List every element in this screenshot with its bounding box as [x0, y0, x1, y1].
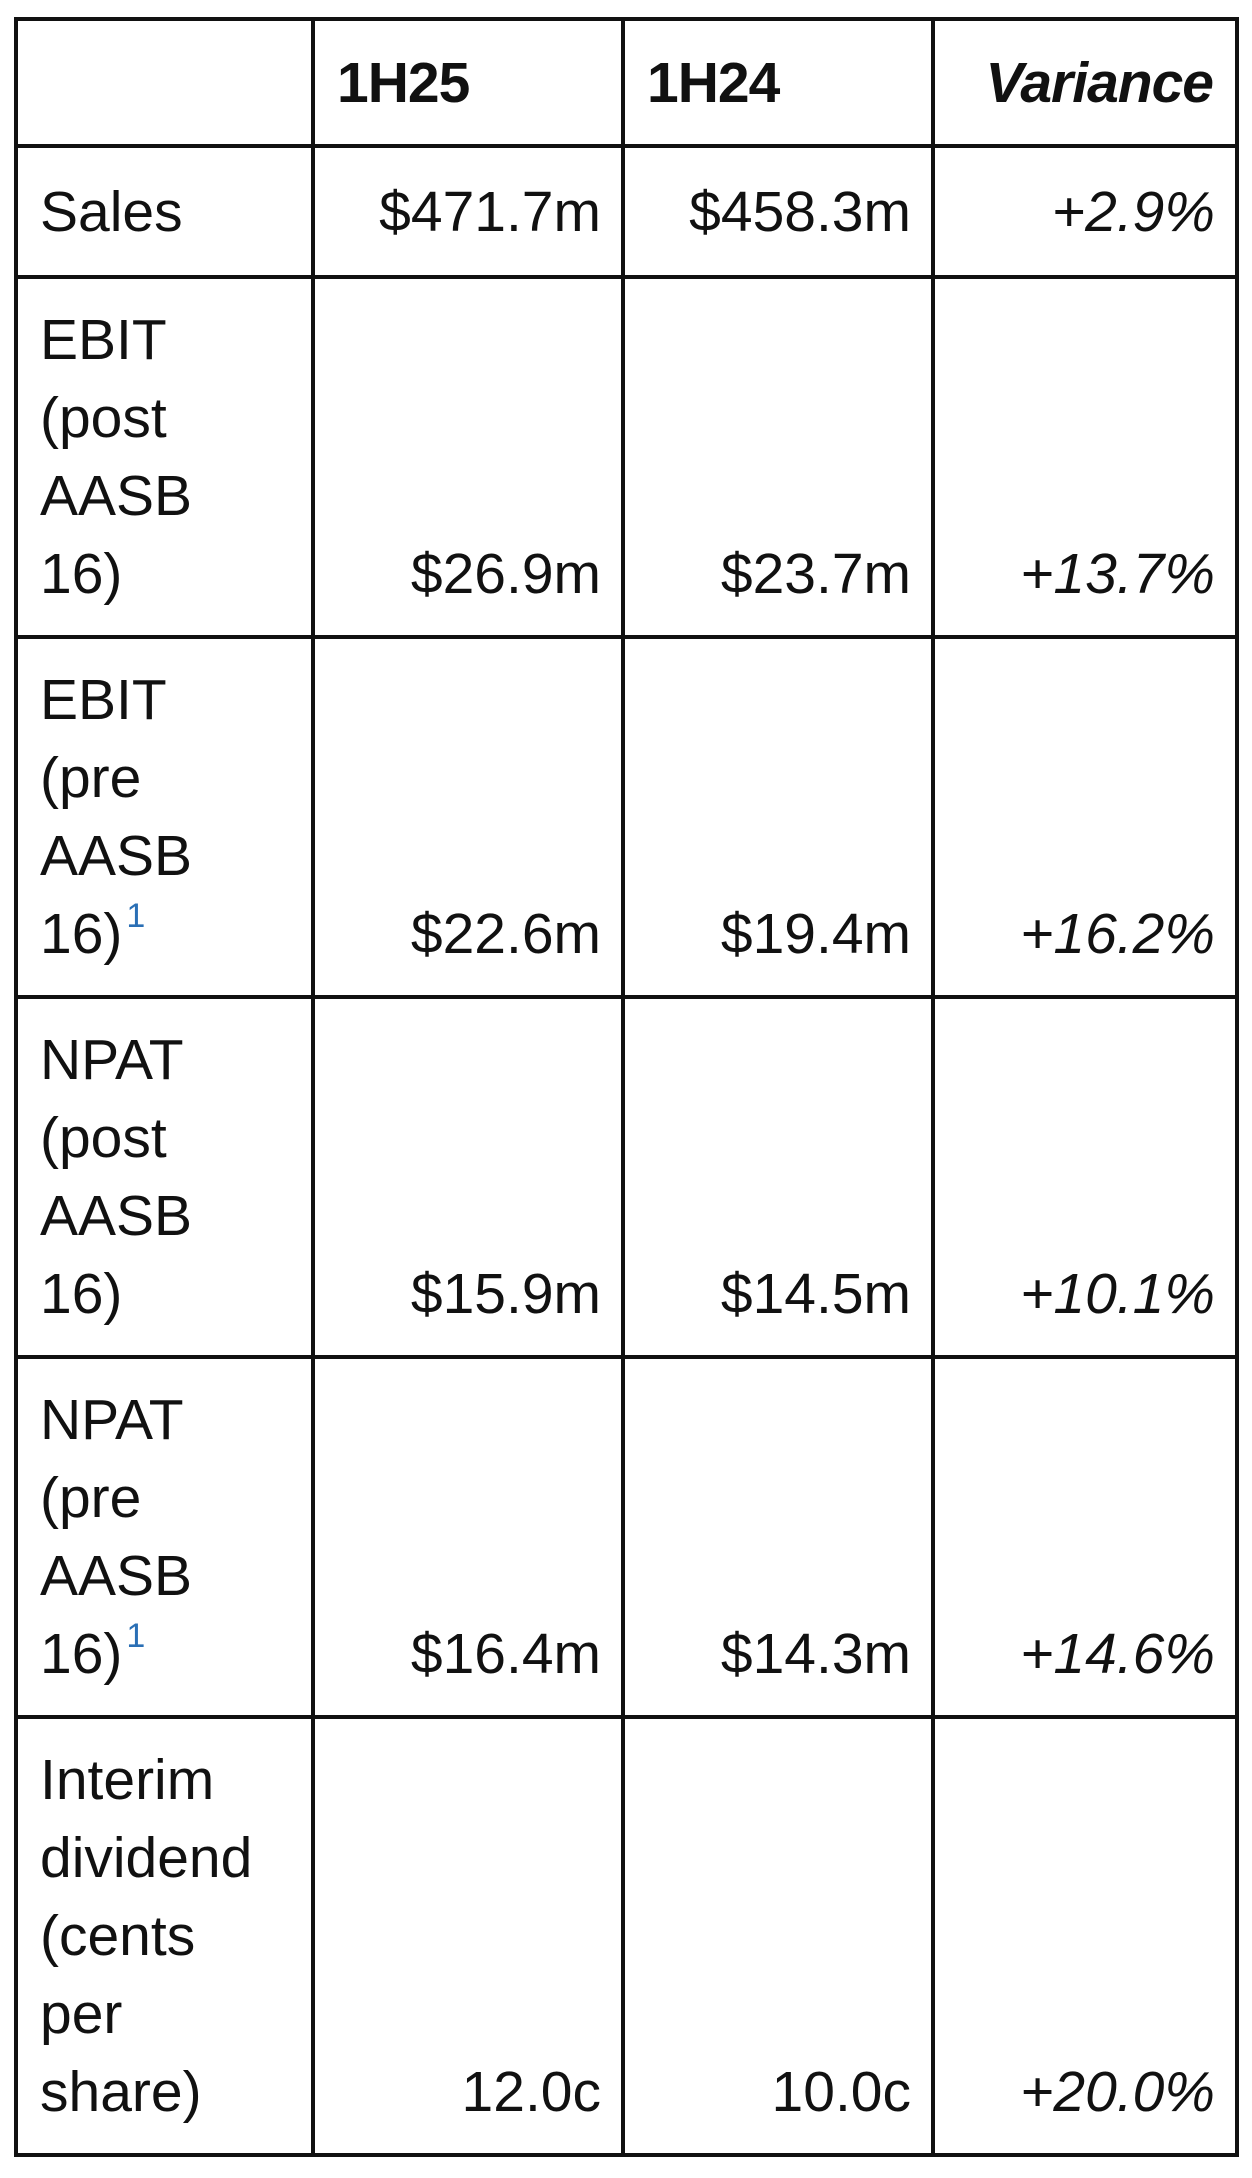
- table-row: EBIT (pre AASB 16) 1 $22.6m $19.4m +16.2%: [14, 635, 1239, 999]
- value-cell: $26.9m: [311, 275, 625, 639]
- header-row: 1H25 1H24 Variance: [14, 17, 1239, 148]
- column-header: 1H25: [311, 17, 625, 148]
- row-label: Sales: [40, 179, 183, 244]
- value-cell: +14.6%: [931, 1355, 1239, 1719]
- value-cell: $23.7m: [621, 275, 935, 639]
- value-cell: 12.0c: [311, 1715, 625, 2157]
- row-label-cell: EBIT (pre AASB 16) 1: [14, 635, 315, 999]
- row-label: Interim dividend (cents per share): [40, 1748, 253, 2124]
- value-cell: +13.7%: [931, 275, 1239, 639]
- row-label: NPAT (post AASB 16): [40, 1028, 193, 1326]
- value-cell: +2.9%: [931, 144, 1239, 279]
- table-row: Sales $471.7m $458.3m +2.9%: [14, 144, 1239, 279]
- value-cell: $22.6m: [311, 635, 625, 999]
- row-label-cell: EBIT (post AASB 16): [14, 275, 315, 639]
- value-cell: $19.4m: [621, 635, 935, 999]
- table-row: NPAT (pre AASB 16) 1 $16.4m $14.3m +14.6%: [14, 1355, 1239, 1719]
- column-header: Variance: [931, 17, 1239, 148]
- value-cell: $471.7m: [311, 144, 625, 279]
- row-label: EBIT (pre AASB 16) 1: [40, 668, 193, 966]
- value-cell: +20.0%: [931, 1715, 1239, 2157]
- empty-header: [14, 17, 315, 148]
- row-label-cell: NPAT (post AASB 16): [14, 995, 315, 1359]
- value-cell: $458.3m: [621, 144, 935, 279]
- value-cell: 10.0c: [621, 1715, 935, 2157]
- row-label: EBIT (post AASB 16): [40, 308, 193, 606]
- table-row: Interim dividend (cents per share) 12.0c 1…: [14, 1715, 1239, 2157]
- row-label-cell: Sales: [14, 144, 315, 279]
- value-cell: $14.5m: [621, 995, 935, 1359]
- results-table: 1H25 1H24 Variance Sales $471.7m $458.3m +2…: [14, 17, 1239, 2157]
- row-label-cell: Interim dividend (cents per share): [14, 1715, 315, 2157]
- value-cell: +10.1%: [931, 995, 1239, 1359]
- value-cell: +16.2%: [931, 635, 1239, 999]
- table-row: NPAT (post AASB 16) $15.9m $14.5m +10.1%: [14, 995, 1239, 1359]
- column-header: 1H24: [621, 17, 935, 148]
- value-cell: $15.9m: [311, 995, 625, 1359]
- footnote-marker: 1: [126, 897, 146, 935]
- value-cell: $14.3m: [621, 1355, 935, 1719]
- value-cell: $16.4m: [311, 1355, 625, 1719]
- row-label-cell: NPAT (pre AASB 16) 1: [14, 1355, 315, 1719]
- footnote-marker: 1: [126, 1617, 146, 1655]
- table-row: EBIT (post AASB 16) $26.9m $23.7m +13.7%: [14, 275, 1239, 639]
- row-label: NPAT (pre AASB 16) 1: [40, 1388, 193, 1686]
- table-body: Sales $471.7m $458.3m +2.9% EBIT (post AASB …: [14, 144, 1239, 2157]
